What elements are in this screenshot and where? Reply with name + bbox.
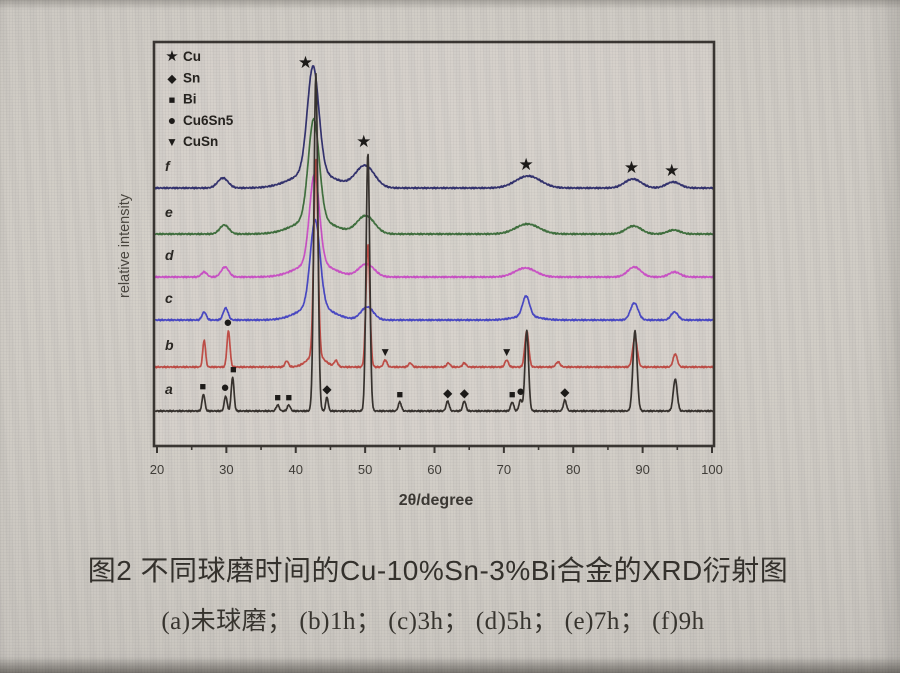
legend-glyph-Bi: ■ [169,95,176,107]
series-label-a: a [165,381,173,397]
x-tick-label-80: 80 [566,462,580,477]
legend-label-CuSn: CuSn [183,134,218,149]
phase-marker-Bi-10: ■ [230,364,237,376]
curves-group [155,65,713,413]
phase-marker-Cu-0: ★ [298,53,313,72]
photo-top-shadow [0,0,900,9]
phase-marker-Bi-12: ■ [285,392,292,404]
legend: ★ Cu ◆ Sn ■ Bi ● Cu6Sn5 ▼ CuSn [165,48,233,149]
xrd-curve-f [155,65,713,190]
x-tick-label-30: 30 [219,462,233,477]
photo-bottom-shadow [0,657,900,673]
series-label-e: e [165,204,173,220]
x-tick-label-60: 60 [427,462,441,477]
series-label-d: d [165,247,174,263]
phase-marker-Cu6Sn5-9: ● [220,379,229,396]
xrd-curve-c [155,218,713,322]
phase-marker-Cu-1: ★ [356,132,371,151]
phase-marker-CuSn-6: ▼ [379,345,391,359]
phase-marker-Bi-17: ■ [509,389,516,401]
legend-label-Bi: Bi [183,92,197,107]
legend-glyph-Sn: ◆ [167,71,177,85]
x-tick-label-50: 50 [358,462,372,477]
x-tick-label-100: 100 [701,462,723,477]
series-label-b: b [165,337,174,353]
phase-marker-Sn-13: ◆ [322,382,332,396]
figure-caption-series-key: (a)未球磨； (b)1h； (c)3h； (d)5h； (e)7h； (f)9… [161,608,705,635]
phase-marker-CuSn-7: ▼ [501,345,513,359]
x-tick-label-40: 40 [289,462,303,477]
phase-marker-Cu-3: ★ [624,158,639,177]
phase-marker-Cu-4: ★ [664,161,679,180]
phase-marker-Sn-19: ◆ [560,385,570,399]
xrd-curve-d [155,173,713,279]
phase-marker-Bi-14: ■ [396,389,403,401]
xrd-curve-e [155,117,713,236]
legend-glyph-CuSn: ▼ [166,135,178,149]
legend-label-Cu6Sn5: Cu6Sn5 [183,113,234,128]
legend-label-Cu: Cu [183,49,201,64]
phase-marker-Cu6Sn5-18: ● [516,383,525,400]
xrd-curve-a [155,72,713,413]
legend-glyph-Cu6Sn5: ● [168,112,176,128]
series-label-f: f [165,158,171,174]
y-axis-label: relative intensity [117,193,133,298]
plot-area [154,42,714,446]
phase-marker-Cu-2: ★ [518,155,533,174]
x-axis-label: 2θ/degree [399,492,474,509]
series-label-c: c [165,290,173,306]
x-tick-label-20: 20 [150,462,164,477]
phase-marker-Sn-16: ◆ [460,386,470,400]
figure-caption-title: 图2 不同球磨时间的Cu-10%Sn-3%Bi合金的XRD衍射图 [87,555,789,586]
phase-marker-Sn-15: ◆ [443,386,453,400]
x-tick-label-90: 90 [635,462,649,477]
x-tick-label-70: 70 [497,462,511,477]
xrd-curve-b [155,158,713,369]
phase-marker-Bi-11: ■ [274,392,281,404]
phase-marker-Bi-8: ■ [199,381,206,393]
legend-label-Sn: Sn [183,70,200,85]
phase-marker-Cu6Sn5-5: ● [223,314,232,331]
legend-glyph-Cu: ★ [165,48,178,65]
